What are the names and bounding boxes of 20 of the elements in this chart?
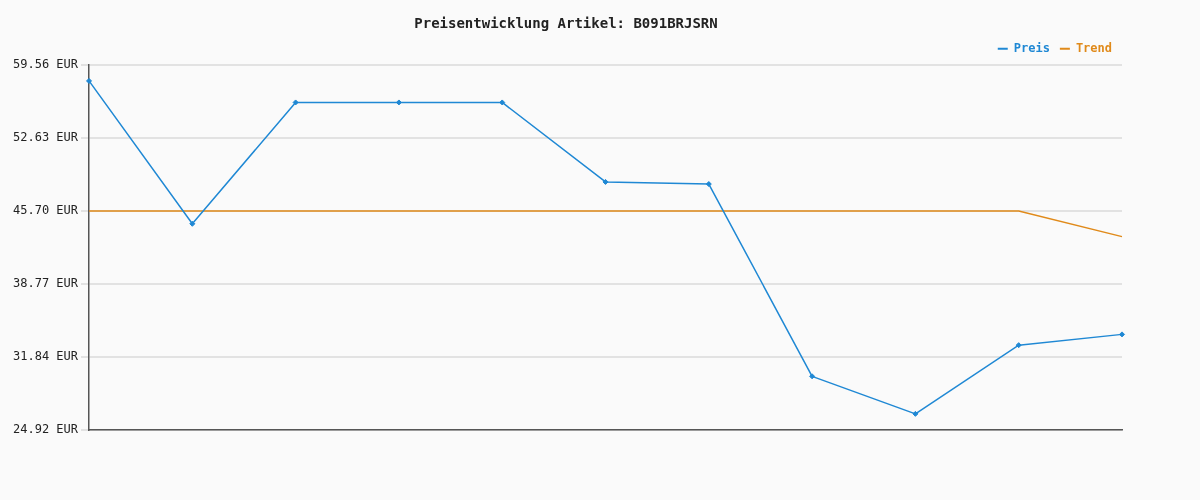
point <box>912 410 919 417</box>
y-tick-label: 45.70 EUR <box>12 203 79 218</box>
point <box>1015 342 1022 349</box>
point <box>705 181 712 188</box>
point <box>189 220 196 227</box>
point <box>602 178 609 185</box>
point <box>499 99 506 106</box>
point <box>809 373 816 380</box>
y-tick-label: 52.63 EUR <box>12 129 79 144</box>
y-tick-label: 24.92 EUR <box>12 422 79 437</box>
chart-title: Preisentwicklung Artikel: B091BRJSRN <box>414 15 718 32</box>
point <box>395 99 402 106</box>
y-tick-label: 38.77 EUR <box>12 276 79 291</box>
point <box>292 99 299 106</box>
y-tick-label: 31.84 EUR <box>12 349 79 364</box>
legend-label: Trend <box>1075 40 1112 55</box>
legend-label: Preis <box>1013 40 1050 55</box>
point <box>86 77 93 84</box>
y-tick-label: 59.56 EUR <box>12 56 79 71</box>
point <box>1119 331 1125 338</box>
